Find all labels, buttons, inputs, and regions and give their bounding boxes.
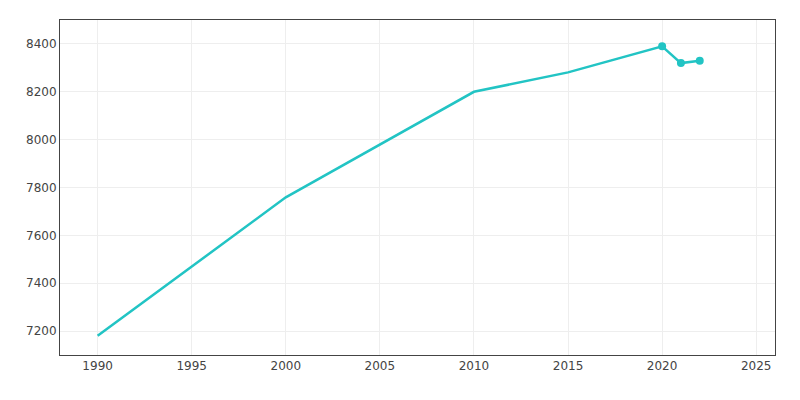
svg-text:7200: 7200 bbox=[26, 324, 57, 338]
svg-text:2010: 2010 bbox=[459, 359, 490, 373]
svg-text:7800: 7800 bbox=[26, 181, 57, 195]
svg-text:1995: 1995 bbox=[176, 359, 207, 373]
svg-text:2000: 2000 bbox=[271, 359, 302, 373]
svg-text:2005: 2005 bbox=[365, 359, 396, 373]
svg-text:2015: 2015 bbox=[553, 359, 584, 373]
svg-text:1990: 1990 bbox=[82, 359, 113, 373]
svg-text:8200: 8200 bbox=[26, 85, 57, 99]
svg-text:8000: 8000 bbox=[26, 133, 57, 147]
svg-text:7400: 7400 bbox=[26, 276, 57, 290]
svg-text:2025: 2025 bbox=[741, 359, 772, 373]
svg-text:8400: 8400 bbox=[26, 37, 57, 51]
svg-text:7600: 7600 bbox=[26, 229, 57, 243]
svg-text:2020: 2020 bbox=[647, 359, 678, 373]
